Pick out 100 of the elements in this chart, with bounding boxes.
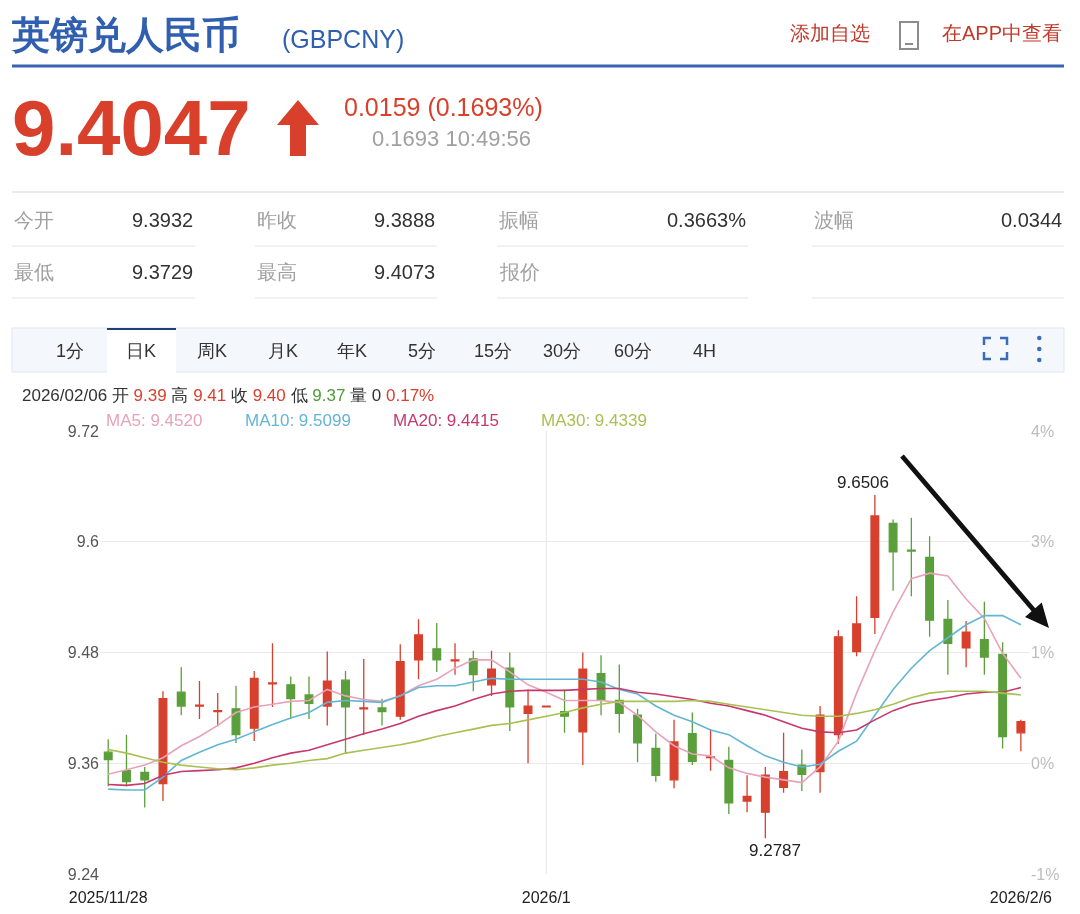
candlestick [268, 642, 277, 708]
text: 9.3932 [132, 209, 194, 231]
candlestick [925, 535, 935, 638]
line-series [107, 572, 1022, 784]
text: 最低 [14, 261, 54, 283]
text: MA10: 9.5099 [245, 411, 351, 430]
text: 振幅 [499, 209, 539, 231]
candlestick [888, 518, 898, 592]
text: 15分 [474, 341, 513, 361]
text: MA20: 9.4415 [393, 411, 499, 430]
text: 波幅 [814, 209, 854, 231]
x-tick-label: 2026/1 [521, 889, 571, 906]
candlestick [998, 641, 1008, 750]
text: 添加自选 [790, 22, 870, 44]
text: 0.0344 [1001, 209, 1063, 231]
candlestick [870, 494, 880, 635]
candlestick [213, 692, 223, 727]
candlestick [669, 719, 679, 789]
candlestick [852, 595, 862, 657]
y2-tick-label: 1% [1031, 644, 1055, 662]
annotation: 9.6506 [837, 473, 889, 492]
text: 日K [126, 341, 157, 361]
candlestick [432, 622, 442, 673]
candlestick [724, 745, 734, 815]
y-tick-label: 9.36 [67, 754, 100, 772]
annotation: 9.2787 [749, 841, 801, 860]
candlestick [742, 774, 752, 813]
candlestick [633, 708, 643, 763]
candlestick [833, 629, 843, 745]
y2-tick-label: 4% [1031, 422, 1055, 440]
candlestick [140, 766, 150, 809]
candlestick [523, 688, 533, 764]
y-tick-label: 9.6 [76, 533, 100, 551]
candlestick [450, 642, 460, 676]
candlestick [1016, 719, 1026, 752]
candlestick [377, 698, 387, 727]
candlestick [687, 711, 697, 766]
candlestick [541, 705, 551, 708]
candlestick [395, 643, 405, 721]
candlestick [341, 670, 350, 755]
text: 0.0159 (0.1693%) [344, 93, 543, 121]
text: 今开 [14, 209, 54, 231]
text: 4H [693, 341, 717, 361]
candlestick [359, 658, 369, 736]
line-series [107, 690, 1022, 771]
candlestick [614, 663, 624, 734]
candlestick [979, 601, 989, 676]
candlestick [176, 666, 186, 716]
text: MA5: 9.4520 [106, 411, 203, 430]
candlestick [195, 680, 204, 720]
text: 9.4047 [12, 84, 251, 172]
y2-tick-label: 0% [1031, 754, 1055, 772]
text: 0.3663% [667, 209, 747, 231]
x-tick-label: 2026/2/6 [989, 889, 1053, 906]
text: 9.3729 [132, 261, 194, 283]
candlestick [943, 599, 953, 676]
text: 2026/02/06 开 9.39 高 9.41 收 9.40 低 9.37 量 0 0.17% [22, 386, 435, 405]
text: 30分 [543, 341, 582, 361]
text: 1分 [56, 341, 85, 361]
candlestick [414, 618, 423, 680]
y-tick-label: 9.72 [67, 422, 100, 440]
candlestick [578, 651, 588, 766]
chart-title: 英镑兑人民币 [11, 14, 240, 57]
text: 报价 [499, 261, 540, 283]
text: 在APP中查看 [942, 22, 1063, 44]
text: 9.3888 [374, 209, 436, 231]
candlestick [103, 738, 113, 787]
text: MA30: 9.4339 [541, 411, 647, 430]
candlestick [760, 766, 770, 839]
chart-subtitle: (GBPCNY) [282, 25, 405, 53]
text: 最高 [257, 261, 297, 283]
candlestick [961, 620, 971, 668]
candlestick [779, 732, 789, 794]
candlestick [797, 748, 807, 792]
candlestick [249, 670, 259, 742]
candlestick [651, 733, 661, 783]
text: 昨收 [257, 209, 297, 231]
line-series [107, 614, 1022, 791]
x-tick-label: 2025/11/28 [68, 889, 148, 906]
text: 年K [337, 341, 368, 361]
candlestick [906, 517, 916, 597]
y2-tick-label: 3% [1031, 533, 1055, 551]
text: 9.4073 [374, 261, 436, 283]
line-series [107, 686, 1022, 787]
candlestick [121, 733, 131, 787]
text: 月K [268, 341, 299, 361]
y-tick-label: 9.48 [67, 644, 100, 662]
candlestick [286, 675, 296, 720]
candlestick [231, 685, 241, 744]
text: 60分 [614, 341, 653, 361]
text: 5分 [408, 341, 437, 361]
y2-tick-label: -1% [1031, 865, 1060, 883]
text: 周K [197, 341, 228, 361]
candlestick [487, 650, 497, 697]
y-tick-label: 9.24 [67, 865, 100, 883]
candlestick [706, 728, 716, 772]
candlestick [468, 650, 478, 692]
candlestick [158, 690, 168, 802]
text: 0.1693 10:49:56 [372, 126, 532, 151]
candlestick [596, 654, 606, 716]
